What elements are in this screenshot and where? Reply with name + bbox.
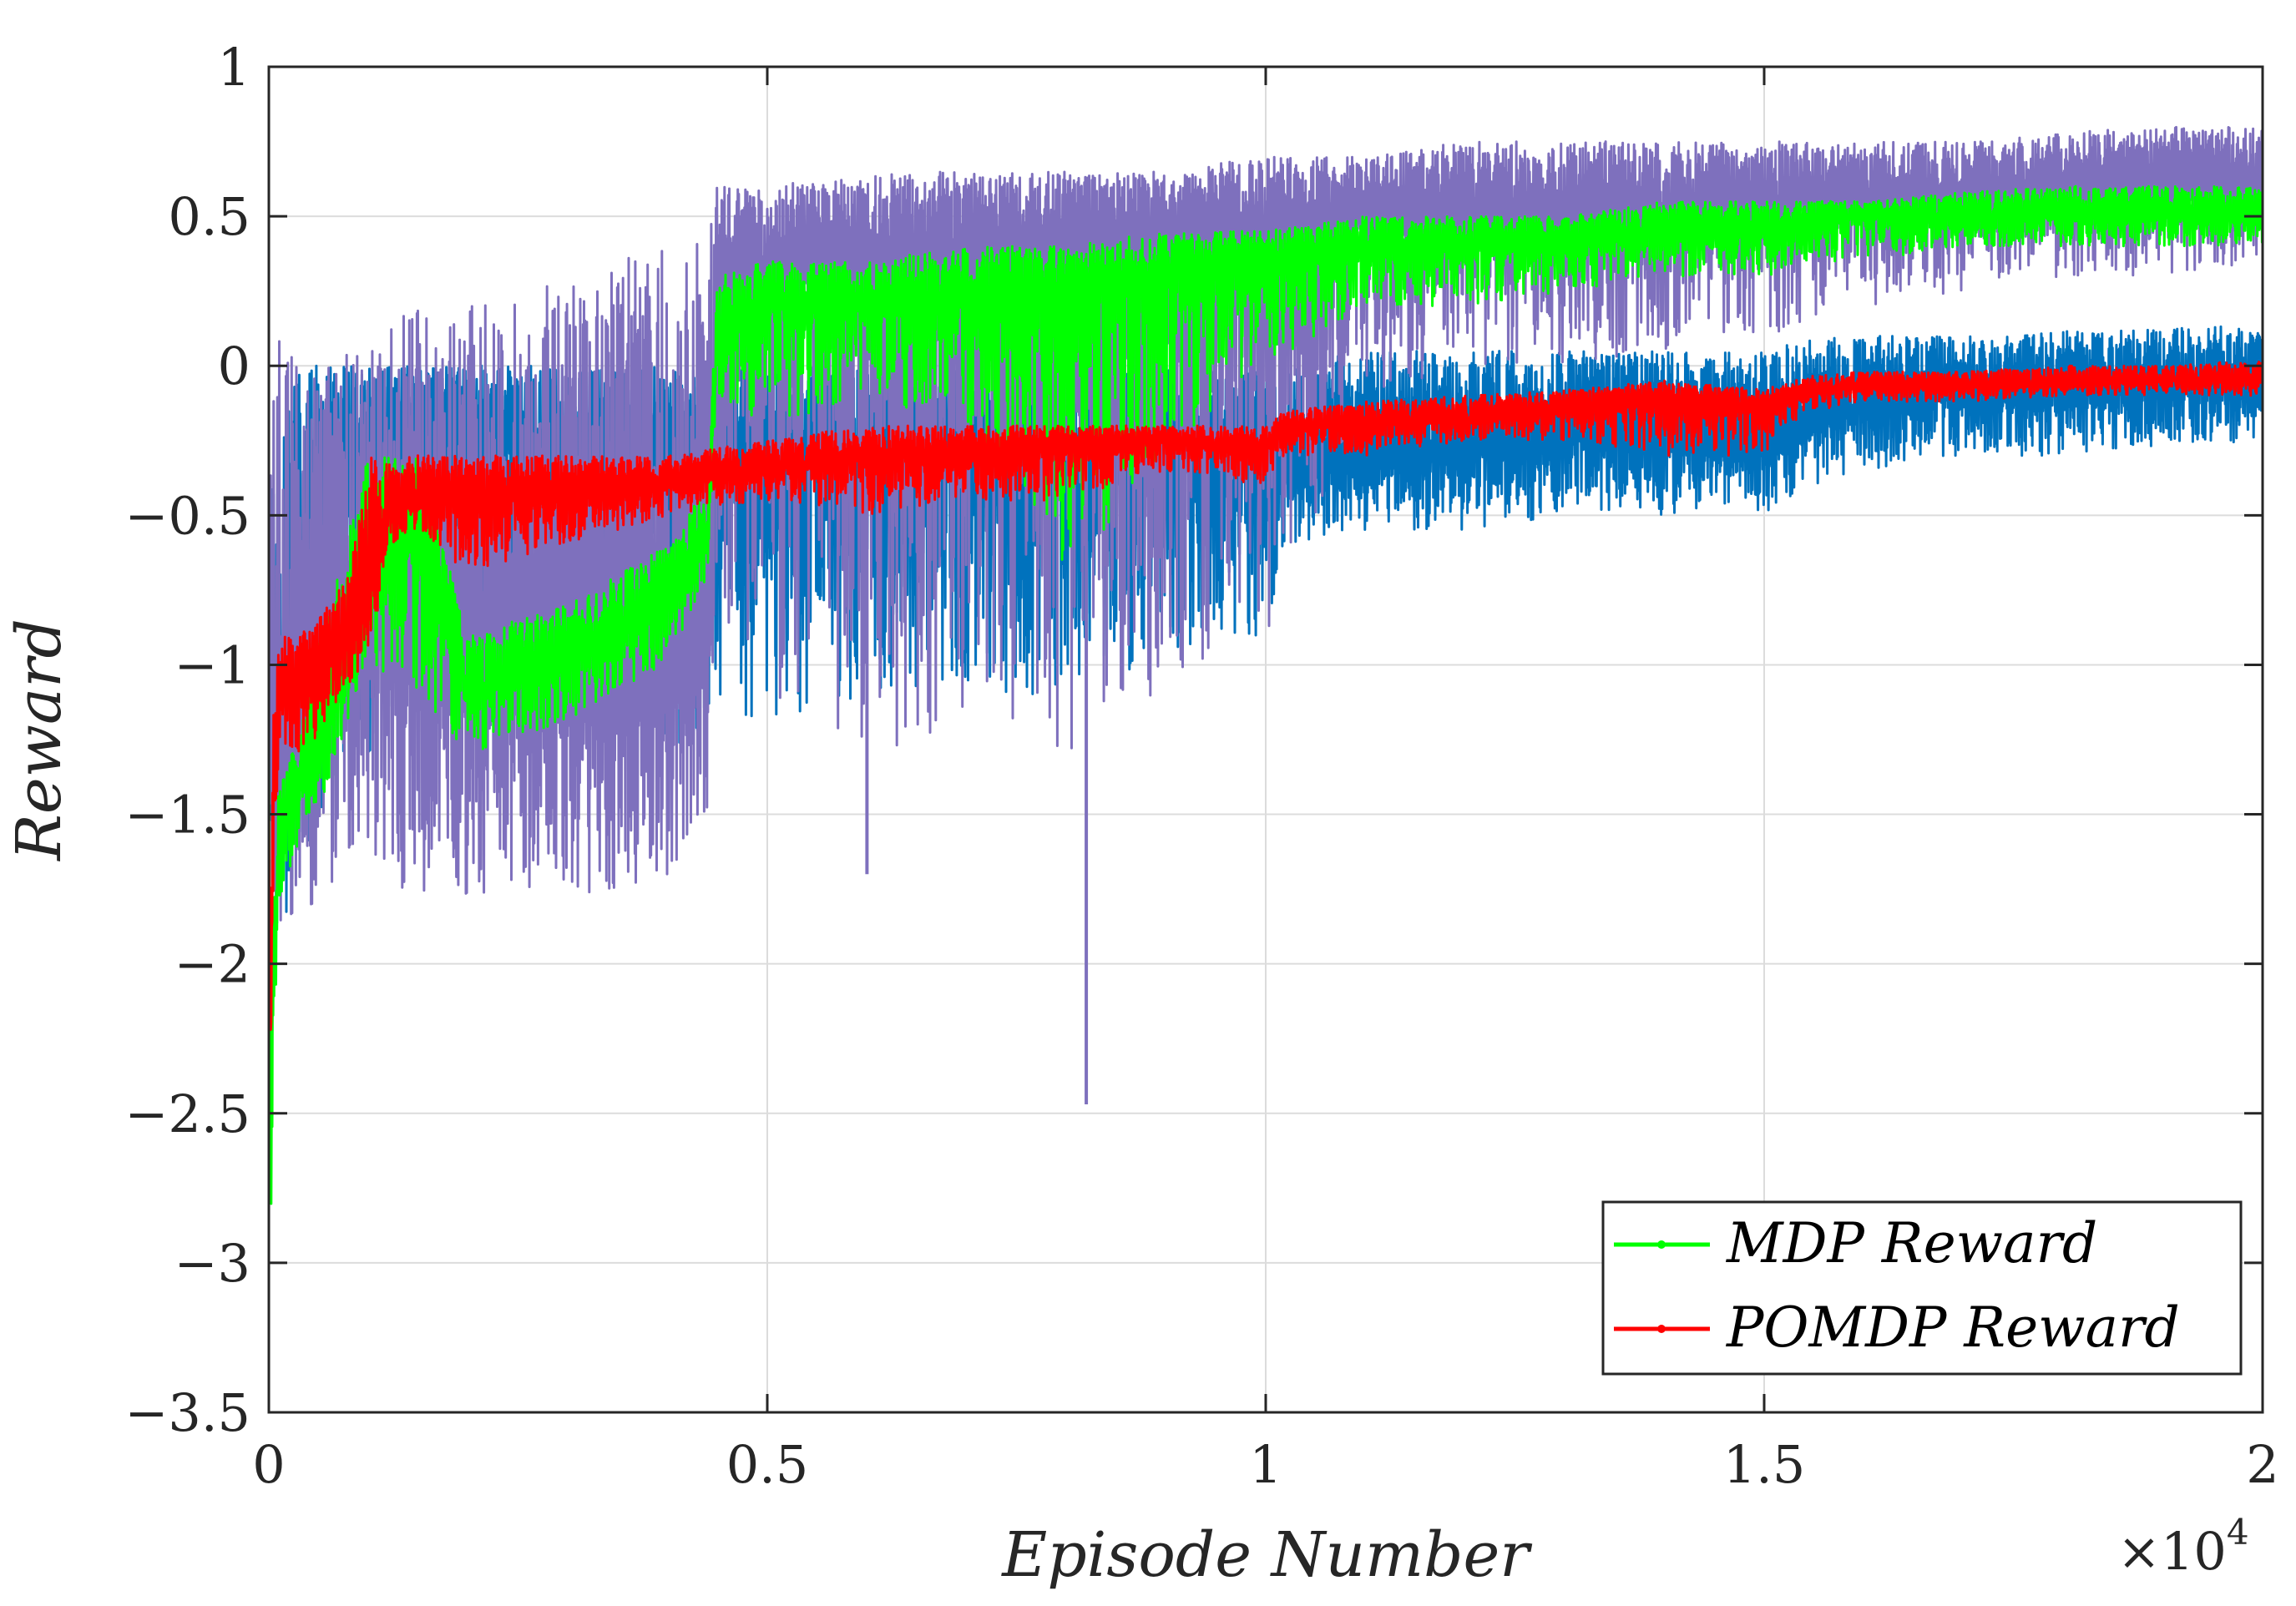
y-tick-label: −1 bbox=[174, 634, 250, 695]
y-tick-label: −3.5 bbox=[124, 1382, 250, 1443]
x-multiplier-exponent: 4 bbox=[2227, 1512, 2249, 1553]
y-tick-label: −1.5 bbox=[124, 785, 250, 846]
legend-label-mdp: MDP Reward bbox=[1726, 1211, 2097, 1275]
y-tick-label: −2.5 bbox=[124, 1083, 250, 1144]
x-tick-label: 1.5 bbox=[1723, 1434, 1806, 1495]
series-pomdp-reward-line bbox=[269, 361, 2263, 1031]
series-mdp-reward-line bbox=[269, 184, 2263, 1205]
x-multiplier: ×104 bbox=[2117, 1512, 2249, 1582]
x-tick-label: 0 bbox=[252, 1434, 285, 1495]
y-tick-label: 0 bbox=[218, 336, 250, 396]
x-axis-title: Episode Number bbox=[1000, 1519, 1533, 1591]
axis-ticks: 0 0.5 1 1.5 2 1 0.5 0 −0.5 −1 −1.5 −2 −2.5 −3 −3.5 bbox=[124, 37, 2278, 1495]
y-tick-label: −3 bbox=[174, 1233, 250, 1294]
legend-label-pomdp: POMDP Reward bbox=[1726, 1295, 2180, 1360]
x-multiplier-base: ×10 bbox=[2117, 1521, 2227, 1582]
y-tick-label: −2 bbox=[174, 934, 250, 995]
legend-box bbox=[1601, 1200, 2243, 1376]
legend-marker-pomdp bbox=[1657, 1325, 1666, 1333]
y-tick-label: 0.5 bbox=[168, 186, 250, 247]
y-tick-label: −0.5 bbox=[124, 485, 250, 546]
legend: MDP Reward POMDP Reward bbox=[1601, 1200, 2243, 1376]
y-axis-title: Reward bbox=[3, 619, 75, 862]
series-purple-unlabeled-line bbox=[269, 125, 2263, 922]
x-tick-label: 0.5 bbox=[726, 1434, 809, 1495]
x-tick-label: 1 bbox=[1249, 1434, 1282, 1495]
y-tick-label: 1 bbox=[218, 37, 250, 98]
legend-marker-mdp bbox=[1657, 1240, 1666, 1249]
x-tick-label: 2 bbox=[2246, 1434, 2278, 1495]
series-layer bbox=[269, 125, 2263, 1205]
